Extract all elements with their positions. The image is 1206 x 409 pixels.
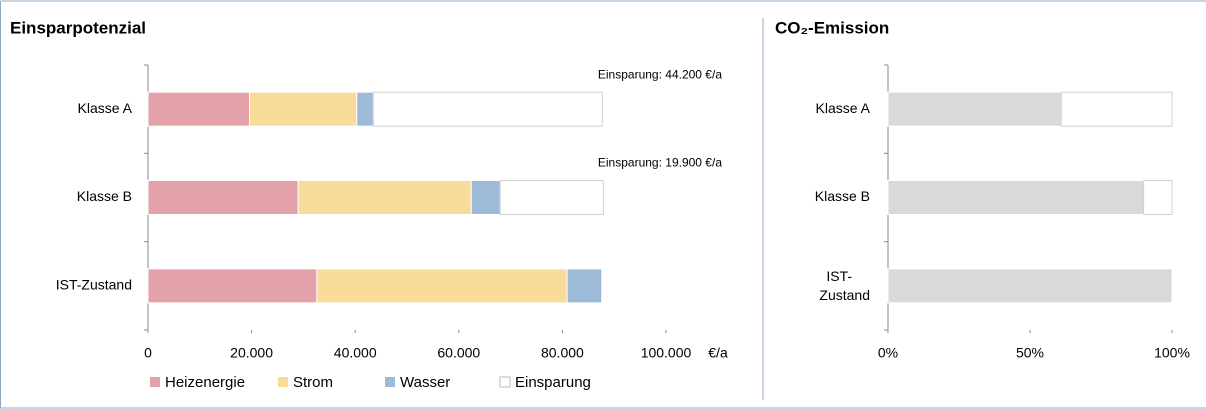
x-axis-label: €/a	[708, 345, 728, 361]
x-tick-label: 20.000	[230, 345, 273, 361]
bar-segment	[499, 180, 604, 215]
chart-title: CO₂-Emission	[775, 18, 889, 37]
x-tick-label: 40.000	[334, 345, 377, 361]
x-tick-label: 80.000	[541, 345, 584, 361]
legend-swatch	[150, 377, 160, 387]
legend-label: Heizenergie	[165, 374, 245, 391]
bar-segment	[887, 91, 1062, 127]
bar-segment	[1143, 180, 1173, 215]
legend-swatch	[385, 377, 395, 387]
chart-title: Einsparpotenzial	[10, 18, 146, 37]
bar-segment	[147, 180, 299, 215]
bar-segment	[147, 91, 251, 127]
bar-segment	[566, 268, 603, 304]
legend-label: Strom	[293, 374, 333, 391]
bar-segment	[147, 268, 318, 304]
x-tick-label: 50%	[1016, 345, 1044, 361]
legend-label: Einsparung	[515, 374, 591, 391]
category-label: IST-Zustand	[819, 268, 870, 303]
category-label: Klasse A	[816, 100, 871, 116]
category-label: Klasse A	[78, 100, 133, 116]
data-label: Einsparung: 19.900 €/a	[598, 156, 722, 170]
legend-swatch	[499, 376, 511, 388]
legend-label: Wasser	[400, 374, 450, 391]
bar-segment	[887, 268, 1173, 304]
bar-segment	[470, 180, 501, 215]
bar-segment	[356, 91, 374, 127]
x-tick-label: 0	[144, 345, 152, 361]
bar-segment	[372, 91, 603, 127]
category-label: Klasse B	[815, 188, 870, 204]
legend-swatch	[278, 377, 288, 387]
x-tick-label: 0%	[878, 345, 898, 361]
bar-segment	[1060, 91, 1173, 127]
bar-segment	[887, 180, 1145, 215]
category-label: Klasse B	[77, 188, 132, 204]
x-tick-label: 60.000	[437, 345, 480, 361]
bar-segment	[316, 268, 568, 304]
data-label: Einsparung: 44.200 €/a	[598, 67, 722, 81]
x-tick-label: 100%	[1154, 345, 1190, 361]
x-tick-label: 100.000	[641, 345, 692, 361]
bar-segment	[297, 180, 472, 215]
bar-segment	[249, 91, 358, 127]
category-label: IST-Zustand	[56, 277, 132, 293]
